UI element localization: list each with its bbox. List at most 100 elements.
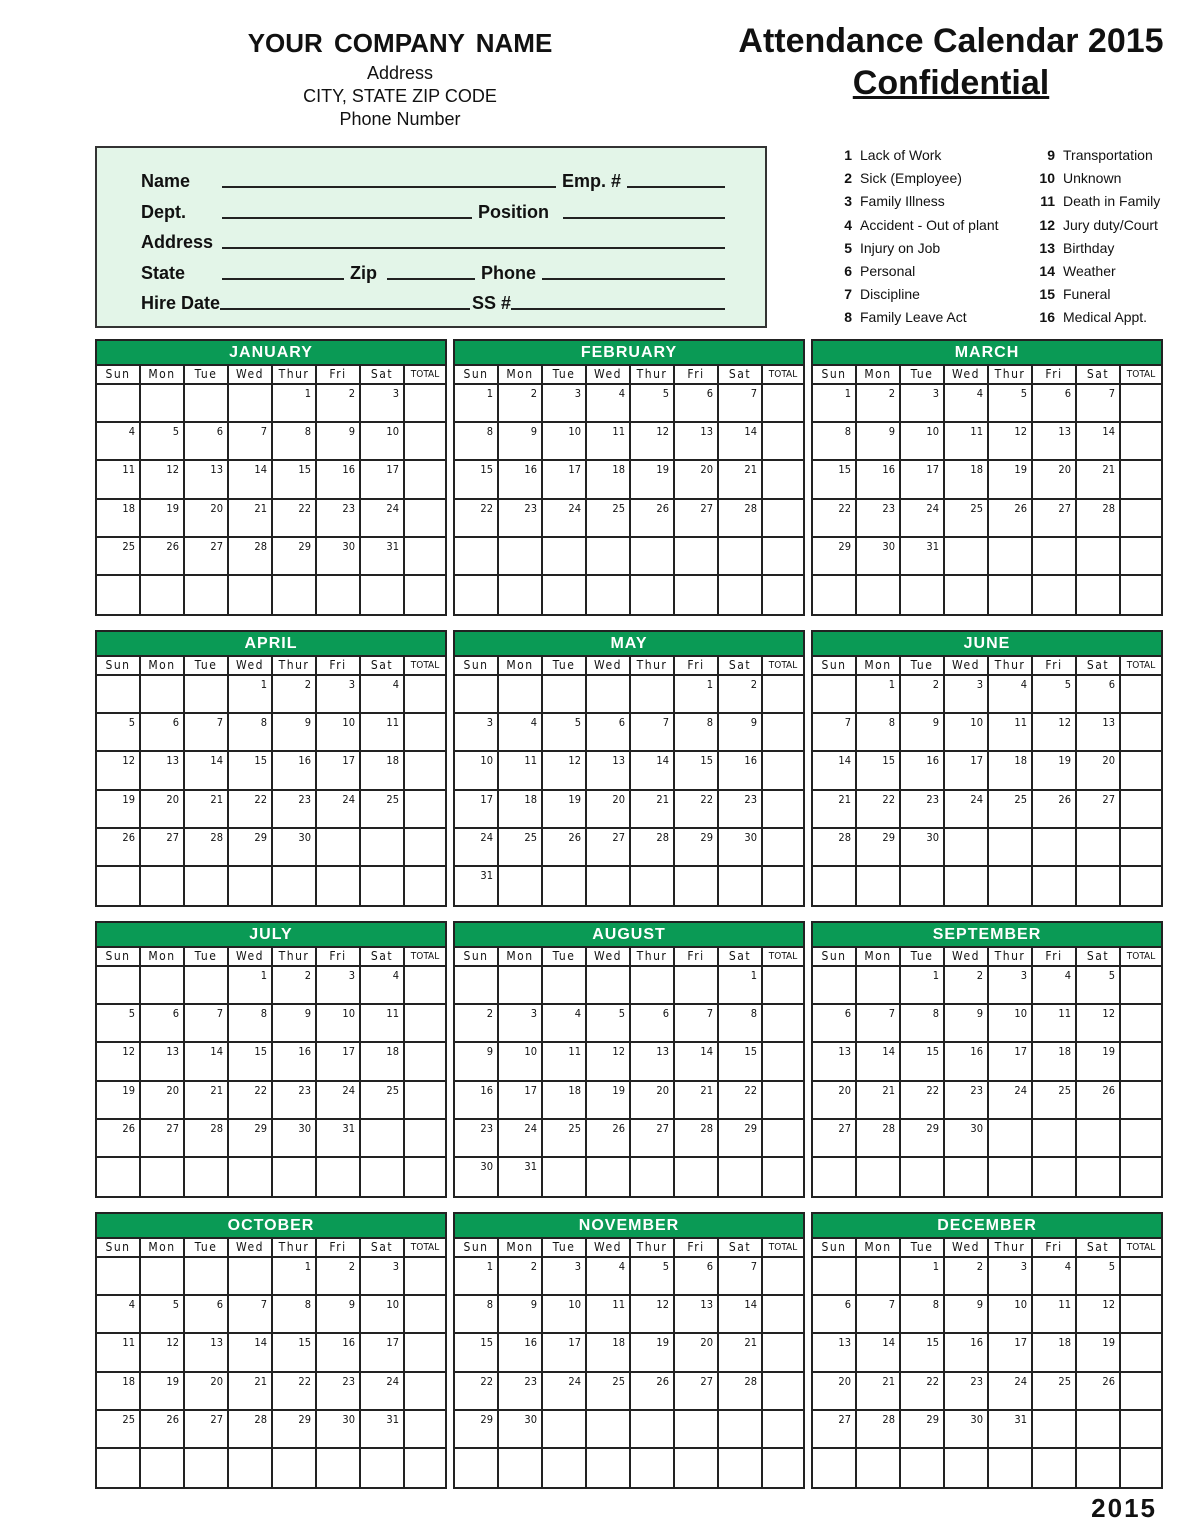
day-cell[interactable]: 16 [901, 752, 945, 791]
total-cell[interactable] [1121, 967, 1161, 1006]
day-cell[interactable]: 13 [675, 1296, 719, 1335]
day-cell[interactable]: 18 [945, 461, 989, 500]
day-cell[interactable]: 11 [543, 1043, 587, 1082]
day-cell[interactable]: 23 [499, 499, 543, 538]
total-cell[interactable] [763, 1411, 803, 1449]
total-cell[interactable] [1121, 423, 1161, 462]
day-cell[interactable]: 12 [141, 461, 185, 500]
day-cell[interactable]: 28 [229, 537, 273, 576]
day-cell[interactable]: 1 [901, 967, 945, 1006]
day-cell[interactable]: 14 [229, 1334, 273, 1373]
day-cell[interactable]: 2 [945, 1258, 989, 1297]
day-cell[interactable]: 27 [675, 499, 719, 538]
day-cell[interactable]: 25 [1033, 1081, 1077, 1120]
total-cell[interactable] [405, 829, 445, 867]
day-cell[interactable]: 1 [229, 676, 273, 715]
total-cell[interactable] [405, 714, 445, 753]
total-cell[interactable] [405, 385, 445, 424]
day-cell[interactable]: 2 [317, 385, 361, 424]
day-cell[interactable]: 20 [813, 1081, 857, 1120]
day-cell[interactable]: 17 [317, 1043, 361, 1082]
day-cell[interactable]: 26 [543, 828, 587, 867]
total-cell[interactable] [405, 1334, 445, 1373]
day-cell[interactable]: 30 [945, 1410, 989, 1449]
day-cell[interactable]: 2 [499, 1258, 543, 1297]
total-cell[interactable] [1121, 538, 1161, 576]
day-cell[interactable]: 15 [813, 461, 857, 500]
day-cell[interactable]: 1 [857, 676, 901, 715]
day-cell[interactable]: 12 [1077, 1005, 1121, 1044]
day-cell[interactable]: 13 [185, 1334, 229, 1373]
day-cell[interactable]: 2 [499, 385, 543, 424]
day-cell[interactable]: 30 [901, 828, 945, 867]
total-cell[interactable] [763, 1120, 803, 1158]
day-cell[interactable]: 14 [229, 461, 273, 500]
day-cell[interactable]: 8 [273, 1296, 317, 1335]
day-cell[interactable]: 3 [901, 385, 945, 424]
day-cell[interactable]: 7 [229, 423, 273, 462]
day-cell[interactable]: 2 [317, 1258, 361, 1297]
total-cell[interactable] [763, 867, 803, 905]
day-cell[interactable]: 25 [989, 790, 1033, 829]
day-cell[interactable]: 29 [719, 1119, 763, 1158]
day-cell[interactable]: 24 [317, 790, 361, 829]
total-cell[interactable] [763, 538, 803, 576]
day-cell[interactable]: 22 [229, 1081, 273, 1120]
day-cell[interactable]: 22 [719, 1081, 763, 1120]
day-cell[interactable]: 28 [857, 1119, 901, 1158]
day-cell[interactable]: 17 [543, 461, 587, 500]
total-cell[interactable] [763, 461, 803, 500]
total-cell[interactable] [405, 676, 445, 715]
total-cell[interactable] [1121, 500, 1161, 538]
day-cell[interactable]: 26 [141, 537, 185, 576]
total-cell[interactable] [405, 1449, 445, 1487]
day-cell[interactable]: 3 [317, 676, 361, 715]
day-cell[interactable]: 8 [857, 714, 901, 753]
day-cell[interactable]: 5 [97, 1005, 141, 1044]
zip-field[interactable] [387, 278, 475, 280]
day-cell[interactable]: 28 [631, 828, 675, 867]
day-cell[interactable]: 4 [97, 423, 141, 462]
total-cell[interactable] [763, 1005, 803, 1044]
day-cell[interactable]: 8 [273, 423, 317, 462]
total-cell[interactable] [763, 967, 803, 1006]
day-cell[interactable]: 14 [675, 1043, 719, 1082]
day-cell[interactable]: 18 [97, 499, 141, 538]
day-cell[interactable]: 31 [499, 1157, 543, 1196]
day-cell[interactable]: 11 [97, 1334, 141, 1373]
day-cell[interactable]: 7 [1077, 385, 1121, 424]
day-cell[interactable]: 22 [455, 499, 499, 538]
day-cell[interactable]: 27 [141, 1119, 185, 1158]
day-cell[interactable]: 13 [631, 1043, 675, 1082]
total-cell[interactable] [1121, 676, 1161, 715]
total-cell[interactable] [763, 791, 803, 829]
day-cell[interactable]: 25 [361, 790, 405, 829]
day-cell[interactable]: 28 [1077, 499, 1121, 538]
day-cell[interactable]: 17 [901, 461, 945, 500]
day-cell[interactable]: 17 [361, 1334, 405, 1373]
day-cell[interactable]: 27 [185, 1410, 229, 1449]
day-cell[interactable]: 2 [901, 676, 945, 715]
day-cell[interactable]: 29 [273, 537, 317, 576]
day-cell[interactable]: 26 [97, 1119, 141, 1158]
day-cell[interactable]: 19 [141, 499, 185, 538]
day-cell[interactable]: 5 [989, 385, 1033, 424]
day-cell[interactable]: 6 [631, 1005, 675, 1044]
day-cell[interactable]: 10 [543, 1296, 587, 1335]
day-cell[interactable]: 27 [141, 828, 185, 867]
day-cell[interactable]: 18 [97, 1372, 141, 1411]
day-cell[interactable]: 29 [857, 828, 901, 867]
day-cell[interactable]: 7 [631, 714, 675, 753]
day-cell[interactable]: 16 [455, 1081, 499, 1120]
day-cell[interactable]: 17 [543, 1334, 587, 1373]
day-cell[interactable]: 27 [1077, 790, 1121, 829]
day-cell[interactable]: 28 [813, 828, 857, 867]
day-cell[interactable]: 3 [945, 676, 989, 715]
day-cell[interactable]: 24 [989, 1081, 1033, 1120]
total-cell[interactable] [763, 829, 803, 867]
day-cell[interactable]: 7 [185, 1005, 229, 1044]
day-cell[interactable]: 16 [499, 1334, 543, 1373]
day-cell[interactable]: 12 [97, 1043, 141, 1082]
day-cell[interactable]: 21 [1077, 461, 1121, 500]
day-cell[interactable]: 10 [989, 1296, 1033, 1335]
